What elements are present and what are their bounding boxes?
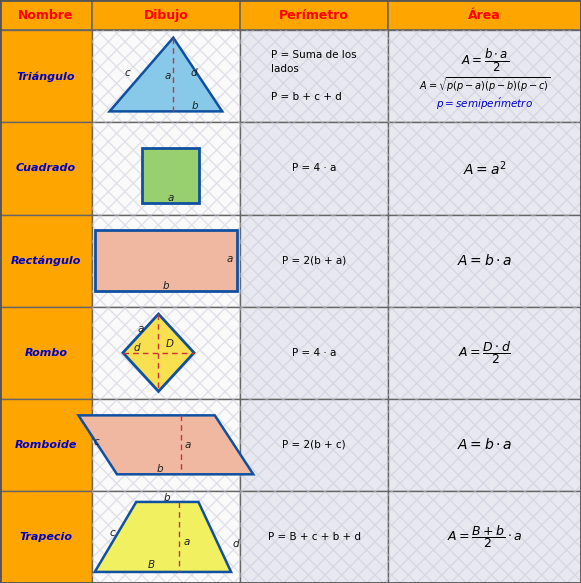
Text: b: b — [157, 464, 163, 474]
Text: b: b — [192, 101, 198, 111]
Polygon shape — [110, 38, 222, 111]
Polygon shape — [142, 148, 199, 202]
Bar — [388, 307, 581, 399]
Text: Rombo: Rombo — [24, 347, 67, 358]
Polygon shape — [78, 415, 253, 475]
Bar — [0, 215, 92, 307]
Text: a: a — [164, 71, 171, 82]
Bar — [92, 215, 240, 307]
Text: b: b — [164, 493, 171, 503]
Bar — [388, 491, 581, 583]
Bar — [92, 30, 240, 122]
Text: P = 4 · a: P = 4 · a — [292, 163, 336, 174]
Bar — [0, 307, 92, 399]
Text: P = B + c + b + d: P = B + c + b + d — [267, 532, 361, 542]
Bar — [92, 122, 240, 215]
Bar — [240, 399, 388, 491]
Bar — [92, 0, 240, 30]
Text: $A = \dfrac{b \cdot a}{2}$: $A = \dfrac{b \cdot a}{2}$ — [461, 47, 508, 74]
Text: Rectángulo: Rectángulo — [10, 255, 81, 266]
Bar — [388, 0, 581, 30]
Text: Dibujo: Dibujo — [144, 9, 188, 22]
Text: Romboide: Romboide — [15, 440, 77, 450]
Bar — [388, 399, 581, 491]
Text: c: c — [124, 68, 130, 78]
Text: $A = b \cdot a$: $A = b \cdot a$ — [457, 253, 512, 268]
Bar — [388, 30, 581, 122]
Bar — [240, 215, 388, 307]
Bar — [388, 122, 581, 215]
Text: a: a — [184, 536, 190, 546]
Text: d: d — [133, 343, 140, 353]
Text: Triángulo: Triángulo — [17, 71, 75, 82]
Bar — [0, 0, 92, 30]
Text: d: d — [191, 68, 197, 78]
Text: Área: Área — [468, 9, 501, 22]
Bar — [240, 30, 388, 122]
Bar — [92, 215, 240, 307]
Bar — [240, 215, 388, 307]
Bar — [0, 122, 92, 215]
Bar — [240, 491, 388, 583]
Text: P = 2(b + c): P = 2(b + c) — [282, 440, 346, 450]
Bar — [388, 399, 581, 491]
Bar — [240, 30, 388, 122]
Text: Cuadrado: Cuadrado — [16, 163, 76, 174]
Bar — [240, 122, 388, 215]
Text: Trapecio: Trapecio — [19, 532, 73, 542]
Bar — [240, 491, 388, 583]
Text: a: a — [167, 193, 174, 203]
Text: b: b — [163, 281, 169, 291]
Text: P = 2(b + a): P = 2(b + a) — [282, 255, 346, 266]
Text: Nombre: Nombre — [18, 9, 74, 22]
Bar — [388, 215, 581, 307]
Bar — [388, 307, 581, 399]
Polygon shape — [95, 230, 237, 291]
Bar — [0, 491, 92, 583]
Text: c: c — [94, 437, 99, 447]
Bar — [0, 30, 92, 122]
Text: P = Suma de los
lados

P = b + c + d: P = Suma de los lados P = b + c + d — [271, 50, 357, 103]
Bar — [388, 30, 581, 122]
Text: $A = \dfrac{D \cdot d}{2}$: $A = \dfrac{D \cdot d}{2}$ — [458, 339, 511, 366]
Bar — [92, 399, 240, 491]
Text: a: a — [227, 254, 233, 264]
Polygon shape — [123, 314, 194, 391]
Polygon shape — [95, 502, 231, 572]
Bar — [92, 307, 240, 399]
Text: a: a — [185, 440, 191, 450]
Bar — [240, 307, 388, 399]
Bar — [240, 0, 388, 30]
Bar — [92, 30, 240, 122]
Text: d: d — [232, 539, 239, 549]
Bar — [92, 307, 240, 399]
Text: c: c — [110, 528, 116, 538]
Text: $A = \sqrt{p(p-a)(p-b)(p-c)}$: $A = \sqrt{p(p-a)(p-b)(p-c)}$ — [419, 75, 550, 94]
Text: a: a — [138, 324, 144, 333]
Text: B: B — [148, 560, 155, 571]
Text: Perímetro: Perímetro — [279, 9, 349, 22]
Bar — [240, 399, 388, 491]
Bar — [0, 399, 92, 491]
Bar — [92, 491, 240, 583]
Bar — [92, 122, 240, 215]
Text: $A = b \cdot a$: $A = b \cdot a$ — [457, 437, 512, 452]
Text: D: D — [166, 339, 174, 349]
Bar — [240, 122, 388, 215]
Text: $A = a^2$: $A = a^2$ — [462, 159, 507, 178]
Bar — [388, 122, 581, 215]
Bar — [388, 491, 581, 583]
Text: P = 4 · a: P = 4 · a — [292, 347, 336, 358]
Bar — [92, 399, 240, 491]
Bar — [92, 491, 240, 583]
Text: $A = \dfrac{B+b}{2} \cdot a$: $A = \dfrac{B+b}{2} \cdot a$ — [447, 524, 522, 550]
Text: $p = semiper\acute{\i}metro$: $p = semiper\acute{\i}metro$ — [436, 96, 533, 112]
Bar — [240, 307, 388, 399]
Bar — [388, 215, 581, 307]
